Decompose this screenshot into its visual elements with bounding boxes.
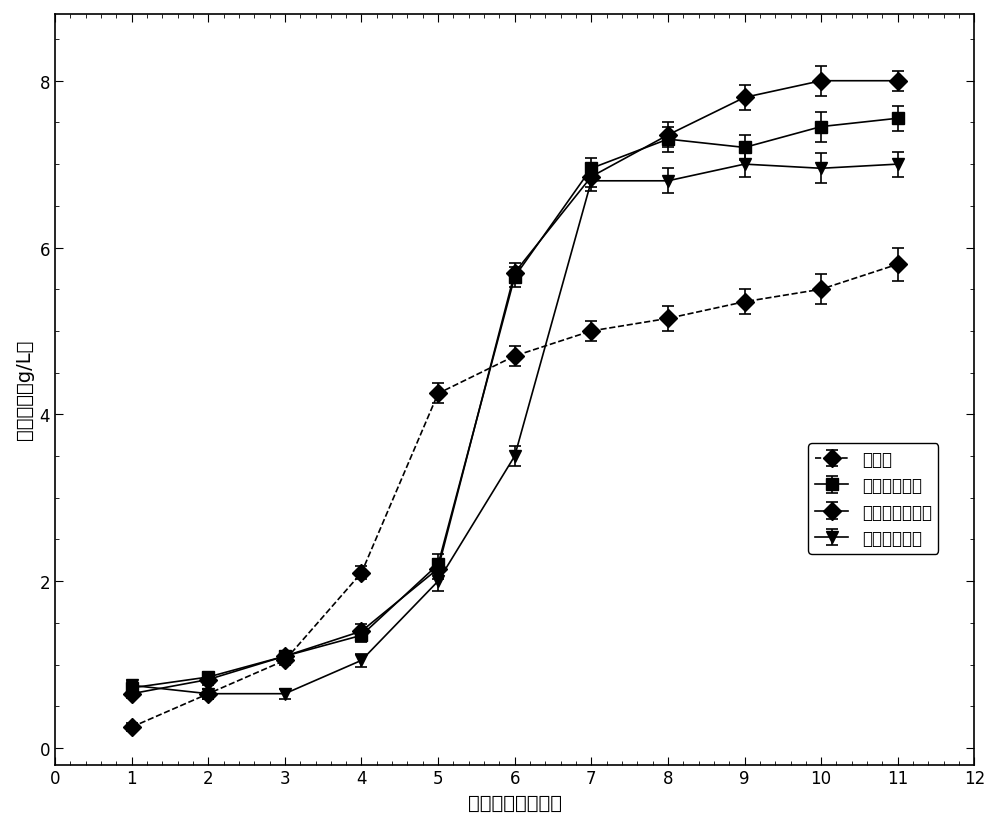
Legend: 蒸馏水, 发酵滤液原液, 脱色后发酵滤液, 电渗析后淡水: 蒸馏水, 发酵滤液原液, 脱色后发酵滤液, 电渗析后淡水 bbox=[808, 444, 938, 554]
Y-axis label: 细胞干重（g/L）: 细胞干重（g/L） bbox=[15, 340, 34, 440]
X-axis label: 培养时间（小时）: 培养时间（小时） bbox=[468, 793, 562, 812]
